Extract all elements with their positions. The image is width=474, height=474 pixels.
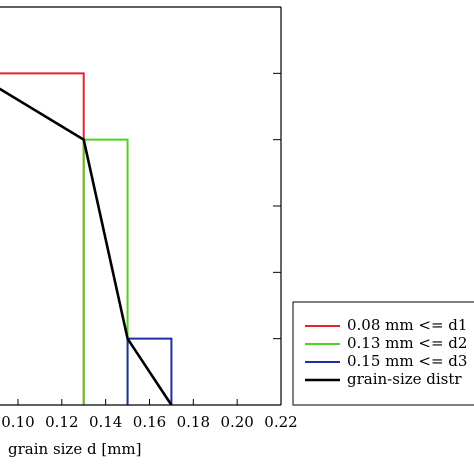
legend-label: 0.13 mm <= d2 [347,334,467,352]
legend-label: 0.15 mm <= d3 [347,352,467,370]
legend-label: grain-size distr [347,370,462,388]
x-tick-label: 0.16 [133,413,166,431]
x-tick-label: 0.22 [264,413,297,431]
plot-area [0,72,173,405]
bar [126,337,173,405]
legend: 0.08 mm <= d10.13 mm <= d20.15 mm <= d3g… [305,316,467,388]
line [0,87,173,405]
bar [0,72,85,405]
x-tick-label: 0.10 [1,413,34,431]
x-axis-label: grain size d [mm] [8,440,142,458]
x-tick-label: 0.12 [45,413,78,431]
x-tick-label: 0.20 [220,413,253,431]
legend-label: 0.08 mm <= d1 [347,316,467,334]
bar [82,138,129,405]
legend-box [292,301,474,406]
x-tick-label: 0.14 [89,413,122,431]
x-tick-label: 0.18 [177,413,210,431]
